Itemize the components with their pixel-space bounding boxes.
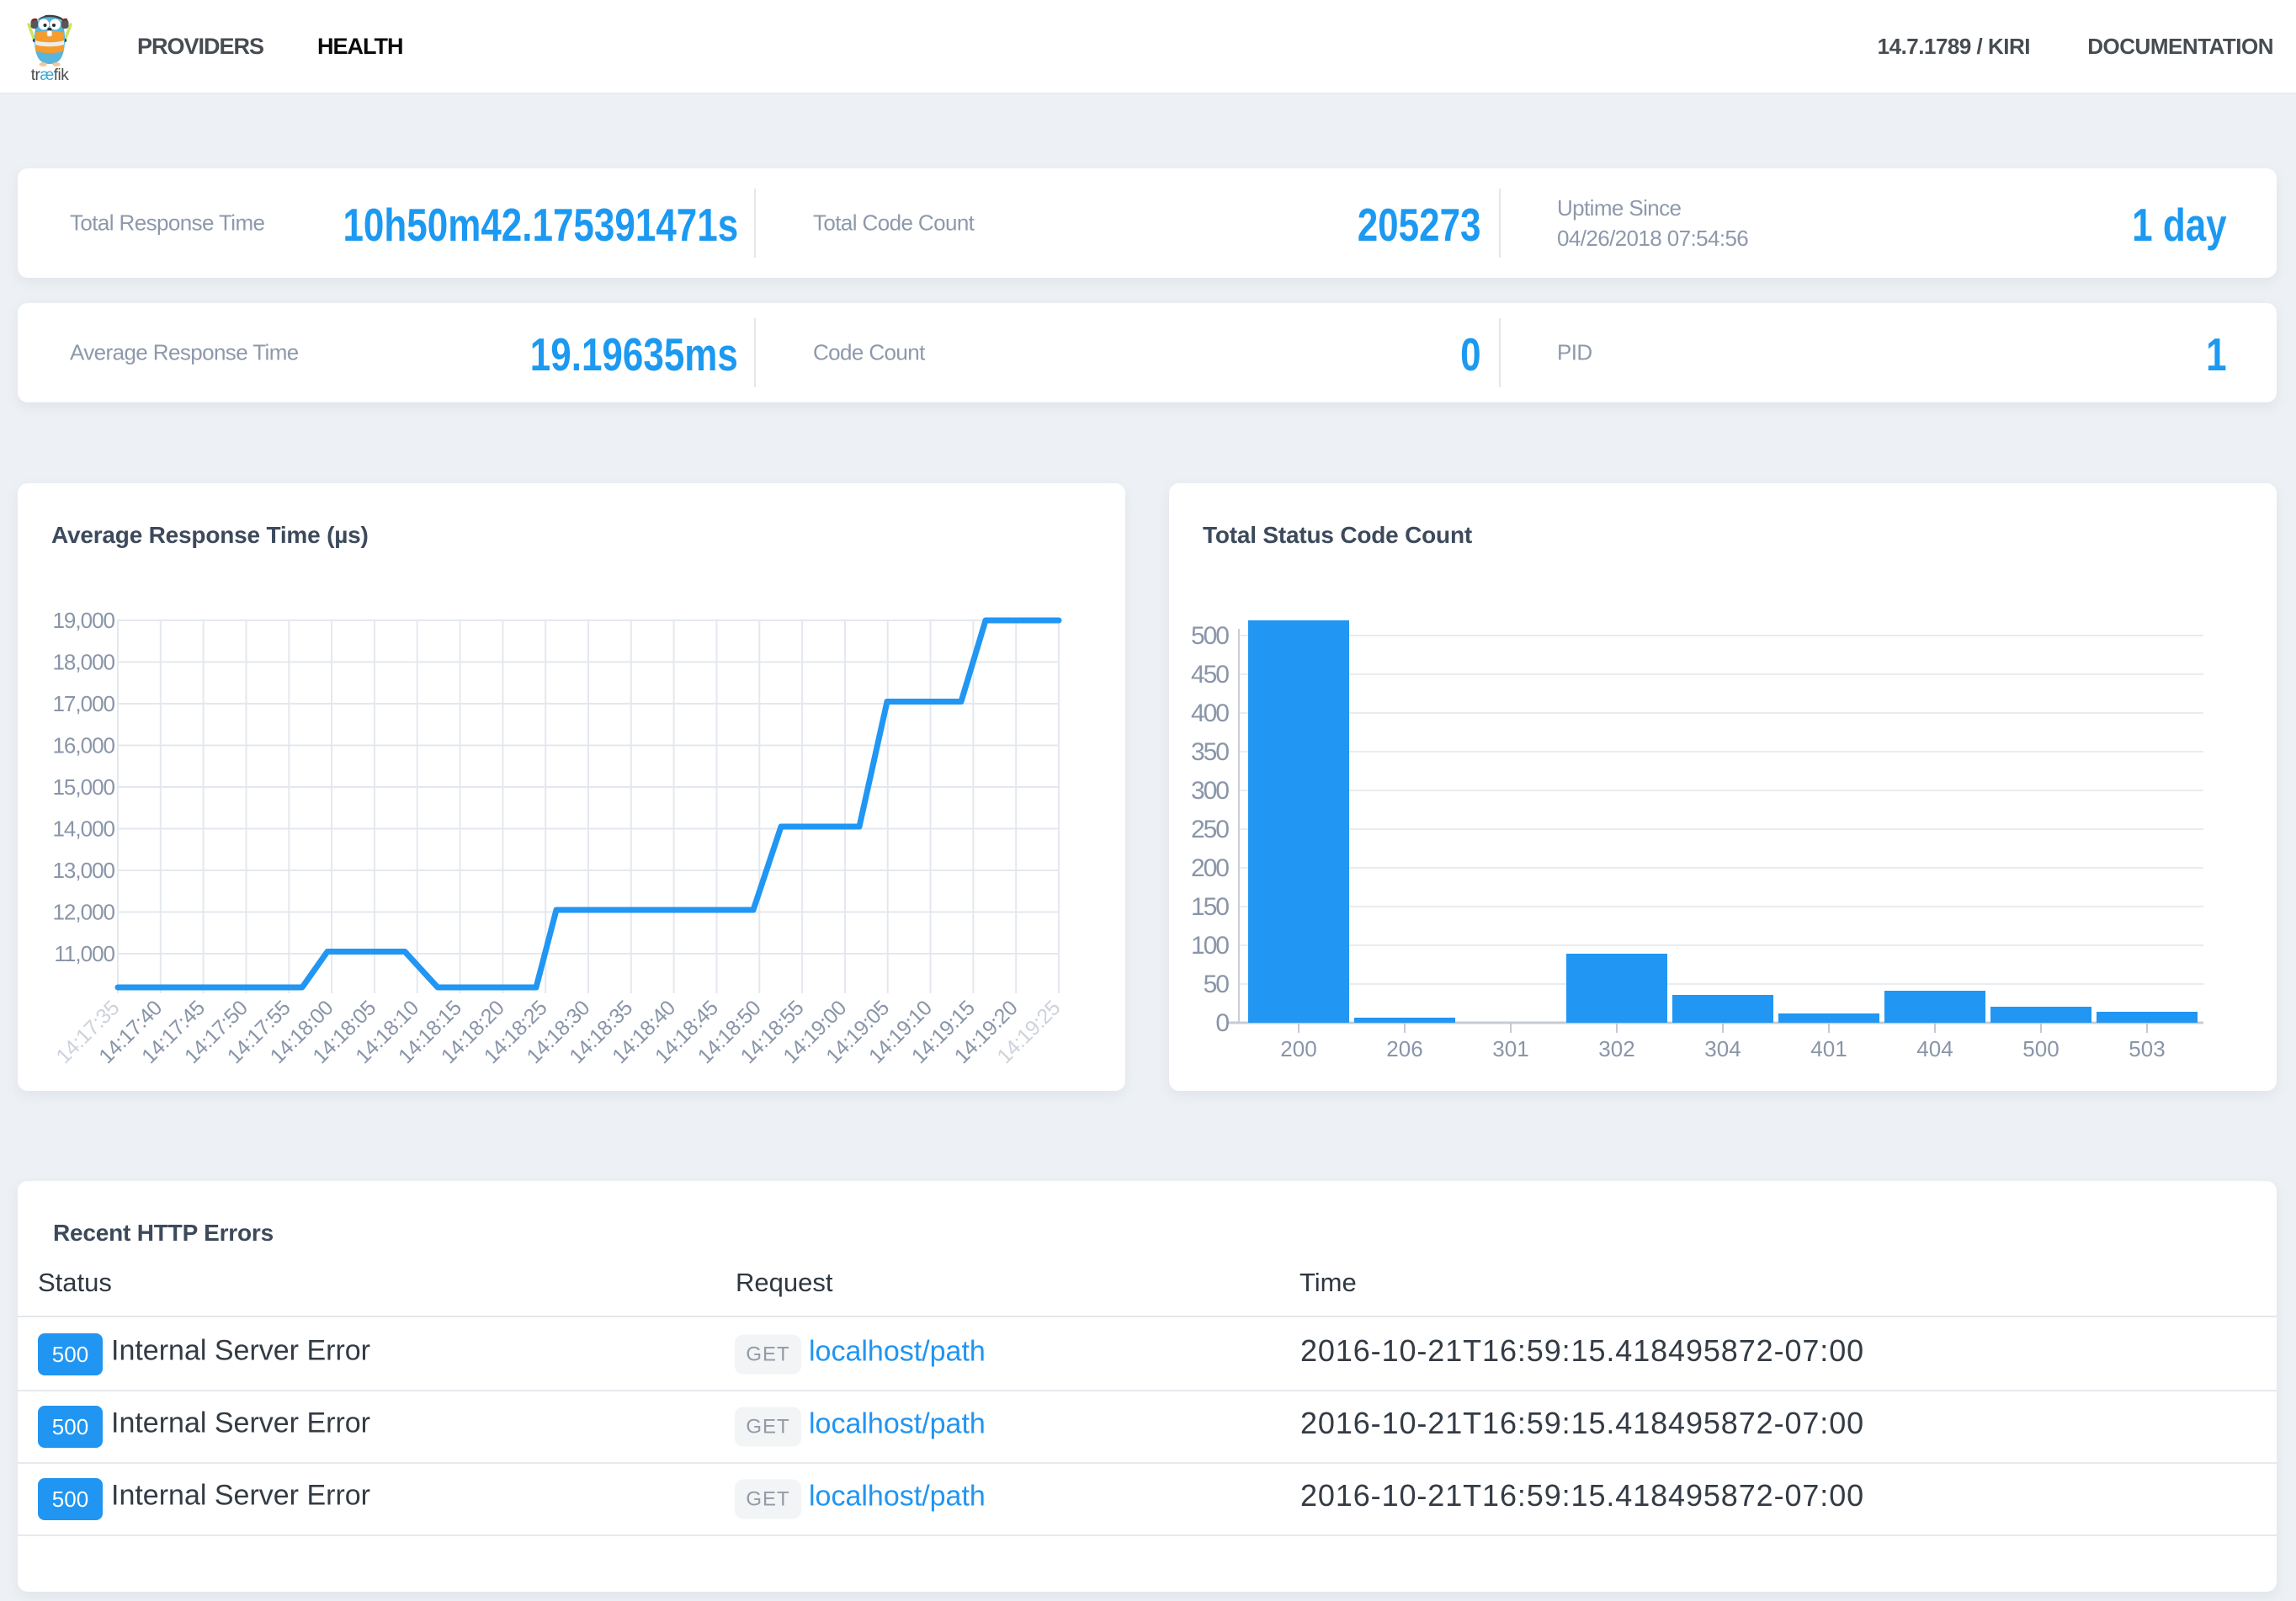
svg-text:200: 200: [1191, 854, 1229, 882]
svg-text:17,000: 17,000: [52, 691, 114, 716]
svg-text:14,000: 14,000: [52, 816, 114, 842]
svg-text:250: 250: [1191, 816, 1229, 843]
svg-text:350: 350: [1191, 738, 1229, 766]
svg-text:401: 401: [1810, 1036, 1847, 1061]
svg-text:16,000: 16,000: [52, 733, 114, 758]
svg-text:18,000: 18,000: [52, 650, 114, 675]
svg-text:19,000: 19,000: [52, 608, 114, 633]
svg-text:301: 301: [1492, 1036, 1528, 1061]
svg-text:500: 500: [1191, 622, 1229, 650]
svg-text:12,000: 12,000: [52, 900, 114, 925]
svg-text:450: 450: [1191, 661, 1229, 689]
svg-text:503: 503: [2129, 1036, 2165, 1061]
svg-text:304: 304: [1704, 1036, 1741, 1061]
svg-text:206: 206: [1386, 1036, 1422, 1061]
svg-text:500: 500: [2022, 1036, 2059, 1061]
svg-text:400: 400: [1191, 699, 1229, 727]
svg-text:100: 100: [1191, 932, 1229, 960]
svg-text:300: 300: [1191, 777, 1229, 805]
svg-text:0: 0: [1215, 1009, 1229, 1037]
svg-text:15,000: 15,000: [52, 774, 114, 800]
svg-text:404: 404: [1916, 1036, 1953, 1061]
svg-text:302: 302: [1598, 1036, 1634, 1061]
svg-text:50: 50: [1204, 971, 1230, 998]
svg-text:200: 200: [1280, 1036, 1316, 1061]
svg-text:150: 150: [1191, 893, 1229, 921]
svg-text:11,000: 11,000: [54, 941, 114, 966]
svg-text:13,000: 13,000: [52, 858, 114, 883]
